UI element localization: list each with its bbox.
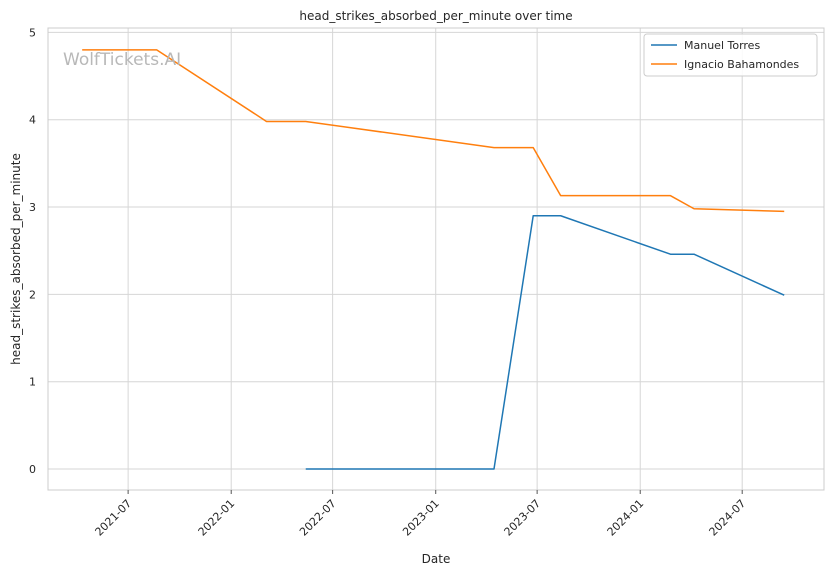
legend-box — [643, 33, 818, 77]
y-tick-label: 5 — [29, 26, 36, 39]
watermark: WolfTickets.AI — [63, 50, 181, 70]
legend-label-ignacio-bahamondes: Ignacio Bahamondes — [684, 58, 799, 71]
series-line-manuel-torres — [305, 215, 785, 470]
x-axis-label: Date — [422, 552, 451, 566]
y-tick-label: 3 — [29, 201, 36, 214]
series-lines — [82, 49, 785, 470]
chart-title: head_strikes_absorbed_per_minute over ti… — [299, 9, 572, 23]
y-tick-label: 0 — [29, 463, 36, 476]
y-tick-label: 4 — [29, 114, 36, 127]
legend: Manuel Torres Ignacio Bahamondes — [643, 33, 818, 77]
y-tick-label: 2 — [29, 288, 36, 301]
y-tick-label: 1 — [29, 376, 36, 389]
grid-lines — [48, 28, 824, 490]
y-axis-label: head_strikes_absorbed_per_minute — [9, 153, 23, 365]
legend-label-manuel-torres: Manuel Torres — [684, 39, 760, 52]
series-line-ignacio-bahamondes — [82, 49, 785, 213]
